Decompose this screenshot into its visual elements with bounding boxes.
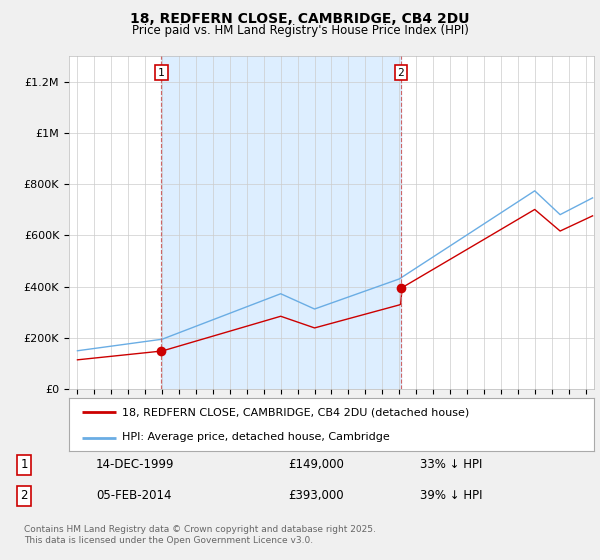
Text: 2: 2 xyxy=(20,489,28,502)
Text: 33% ↓ HPI: 33% ↓ HPI xyxy=(420,458,482,472)
Text: Contains HM Land Registry data © Crown copyright and database right 2025.
This d: Contains HM Land Registry data © Crown c… xyxy=(24,525,376,545)
Text: £393,000: £393,000 xyxy=(288,489,344,502)
Text: 39% ↓ HPI: 39% ↓ HPI xyxy=(420,489,482,502)
Text: 2: 2 xyxy=(397,68,404,78)
Text: 18, REDFERN CLOSE, CAMBRIDGE, CB4 2DU: 18, REDFERN CLOSE, CAMBRIDGE, CB4 2DU xyxy=(130,12,470,26)
Bar xyxy=(161,56,401,389)
Text: 05-FEB-2014: 05-FEB-2014 xyxy=(96,489,172,502)
Text: HPI: Average price, detached house, Cambridge: HPI: Average price, detached house, Camb… xyxy=(121,432,389,442)
Text: 1: 1 xyxy=(20,458,28,472)
Text: 14-DEC-1999: 14-DEC-1999 xyxy=(96,458,175,472)
Text: Price paid vs. HM Land Registry's House Price Index (HPI): Price paid vs. HM Land Registry's House … xyxy=(131,24,469,36)
Text: £149,000: £149,000 xyxy=(288,458,344,472)
Text: 1: 1 xyxy=(158,68,165,78)
Text: 18, REDFERN CLOSE, CAMBRIDGE, CB4 2DU (detached house): 18, REDFERN CLOSE, CAMBRIDGE, CB4 2DU (d… xyxy=(121,408,469,418)
